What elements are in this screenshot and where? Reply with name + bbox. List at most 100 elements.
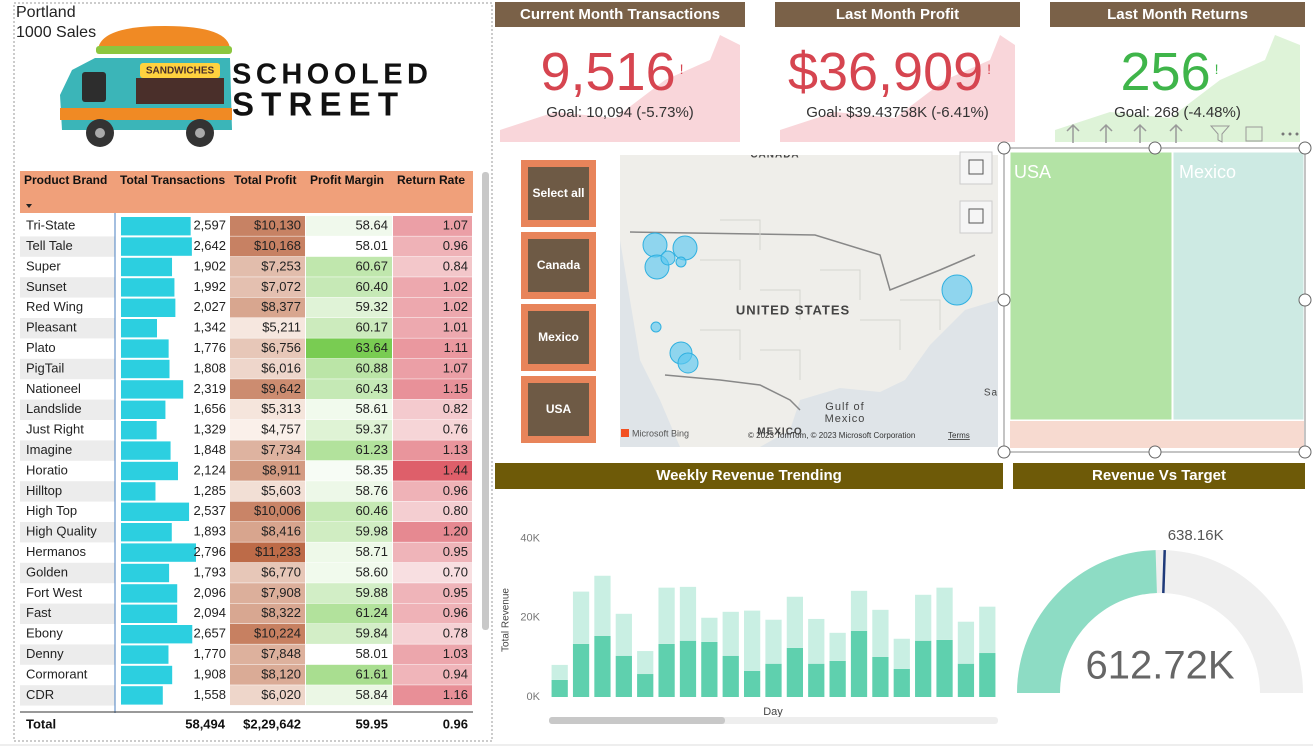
kpi-value: $36,909 [788,42,983,102]
x-axis-title: Day [763,706,783,718]
map-tool-icon[interactable] [968,159,984,175]
selection-handle[interactable] [997,445,1011,459]
focus-icon[interactable] [1245,126,1263,142]
slicer-button[interactable]: Mexico [521,304,596,371]
cell-value: 2,537 [193,503,226,518]
slicer-label-box[interactable]: Mexico [528,311,589,364]
slicer-label[interactable]: Mexico [538,330,579,344]
brand-name: Sunset [26,279,67,294]
kpi-value: 9,516 [540,42,675,102]
brand-name: Nationeel [26,381,81,396]
cell-value: 63.64 [355,340,388,355]
filter-icon[interactable] [1209,125,1231,143]
map-tool[interactable] [959,200,993,234]
selection-handle[interactable] [1148,445,1162,459]
color-scale-cell [393,440,472,461]
truck-sign: SANDWICHES [146,66,215,77]
selection-handle[interactable] [997,293,1011,307]
color-scale-cell [393,358,472,379]
bar [957,663,975,697]
slicer-label-box[interactable]: Select all [528,167,589,220]
color-scale-cell [393,420,472,440]
cell-value: 58.01 [355,238,388,253]
color-scale-cell [230,481,305,502]
slicer-button[interactable]: Canada [521,232,596,299]
cell-value: 58.76 [355,483,388,498]
cell-value: 61.61 [355,666,388,681]
cell-value: $8,911 [262,462,301,477]
more-dot[interactable] [1288,132,1292,136]
color-scale-cell [230,379,305,400]
cell-value: $11,233 [255,544,301,559]
color-scale-cell [306,399,392,420]
cell-value: 1.03 [443,646,468,661]
kpi-alert: ! [1215,61,1219,77]
cell-value: 58.60 [355,564,388,579]
selection-handle[interactable] [1298,445,1312,459]
slicer-button[interactable]: USA [521,376,596,443]
cell-value: 2,096 [193,585,226,600]
row-stripe [20,522,115,543]
brand-name: Golden [26,564,68,579]
color-scale-cell [230,583,305,604]
color-scale-cell [230,420,305,440]
data-bar [121,217,191,236]
brand-name: Hilltop [26,483,62,498]
cell-value: 1.01 [443,320,468,335]
color-scale-cell [230,522,305,542]
slicer-label[interactable]: Select all [532,186,585,200]
data-bar [121,359,170,379]
slicer-button[interactable]: Select all [521,160,596,227]
slicer-face[interactable] [528,167,589,220]
data-bar [121,400,166,419]
data-bar [121,237,192,256]
map-tool-icon[interactable] [968,208,984,224]
cell-value: 1,770 [193,646,226,661]
color-scale-cell [230,236,305,257]
slicer-label-box[interactable]: Canada [528,239,589,292]
map-tool[interactable] [959,151,993,185]
color-scale-cell [230,318,305,338]
cell-value: $6,020 [261,687,301,702]
visual-header-icon[interactable] [1133,123,1147,143]
visual-header-icon[interactable] [1169,123,1183,143]
color-scale-cell [230,338,305,359]
cell-value: 2,319 [193,381,226,396]
selection-handle[interactable] [1148,141,1162,155]
cell-value: 1.02 [443,279,468,294]
cell-value: $8,377 [261,299,301,314]
slicer-label[interactable]: USA [545,402,572,416]
cell-value: 1.15 [443,381,468,396]
y-axis-title: Total Revenue [501,588,512,652]
visual-header-icon[interactable] [1066,123,1080,143]
more-dot[interactable] [1281,132,1285,136]
kpi-sparkline [500,35,740,142]
more-dot[interactable] [1295,132,1299,136]
slicer-face[interactable] [528,311,589,364]
slicer-face[interactable] [528,239,589,292]
selection-handle[interactable] [1298,293,1312,307]
slicer-label-box[interactable]: USA [528,383,589,436]
bar [893,638,910,669]
visual-header-icon[interactable] [1099,123,1113,143]
selection-handle[interactable] [997,141,1011,155]
kpi-value-line: 256! [1121,42,1219,102]
slicer-label[interactable]: Canada [536,258,581,272]
bar [829,632,846,661]
cell-value: 60.67 [355,258,388,273]
slicer-face[interactable] [528,383,589,436]
cell-value: 59.32 [355,299,388,314]
color-scale-cell [393,664,472,685]
selection-handle[interactable] [1298,141,1312,155]
color-scale-cell [230,501,305,522]
color-scale-cell [230,277,305,298]
gauge-target-label: 638.16K [1168,527,1224,544]
kpi-title: Current Month Transactions [520,6,720,23]
total-cell: 59.95 [355,716,388,731]
cell-value: 2,657 [193,626,226,641]
cell-value: 1,656 [193,401,226,416]
cell-value: 0.94 [443,666,468,681]
data-bar [121,502,190,521]
cell-value: 1,848 [193,442,226,457]
kpi-value: 256 [1121,42,1211,102]
